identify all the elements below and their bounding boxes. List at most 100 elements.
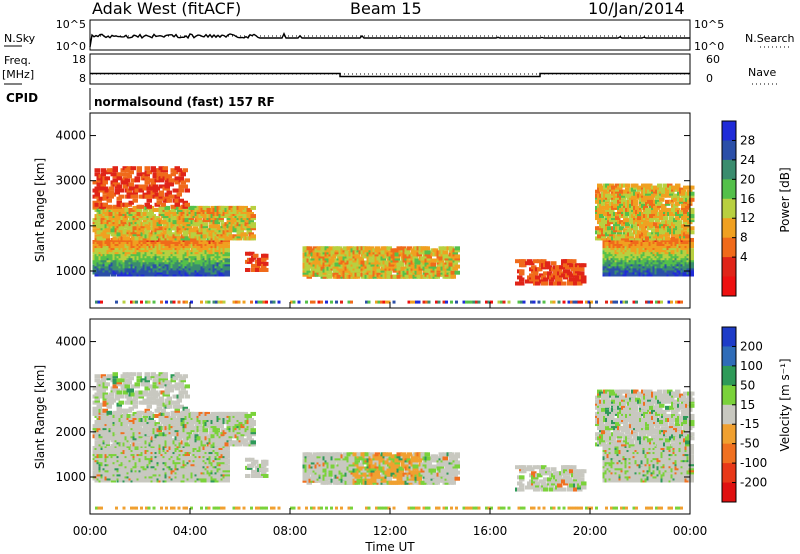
power-cell	[655, 214, 661, 219]
power-cell	[218, 272, 224, 277]
power-cell	[615, 187, 621, 192]
power-cell	[102, 246, 108, 251]
power-cell	[224, 264, 230, 269]
velocity-cell	[154, 446, 160, 450]
power-cell	[210, 272, 216, 277]
power-cell	[613, 220, 619, 225]
power-cell	[689, 226, 695, 231]
power-cell	[224, 260, 230, 265]
power-cell	[112, 209, 118, 214]
beam-title: Beam 15	[350, 0, 422, 18]
power-cell	[442, 252, 448, 257]
velocity-cell	[100, 450, 106, 455]
power-cell	[454, 264, 460, 269]
power-cell	[613, 195, 619, 200]
power-colorbar-swatch	[722, 276, 736, 297]
power-cell	[448, 248, 454, 253]
power-cell	[612, 300, 616, 304]
power-cell	[535, 281, 541, 286]
power-cell	[190, 232, 196, 237]
power-cell	[228, 214, 234, 219]
power-cell	[170, 207, 176, 212]
power-cell	[158, 262, 164, 267]
power-cell	[142, 216, 148, 221]
power-cell	[608, 242, 614, 247]
power-cell	[365, 300, 368, 304]
velocity-cell	[98, 460, 104, 465]
power-cell	[170, 172, 176, 177]
power-cell	[611, 216, 617, 221]
power-cell	[426, 258, 432, 263]
velocity-cell	[128, 470, 134, 475]
power-cell	[611, 218, 617, 223]
power-cell	[386, 246, 392, 251]
power-cell	[184, 248, 190, 253]
power-cell	[619, 220, 625, 225]
power-cell	[114, 188, 120, 193]
power-cell	[615, 197, 621, 202]
power-cell	[190, 207, 196, 212]
power-cell	[102, 190, 108, 195]
power-cell	[176, 254, 182, 259]
power-cell	[620, 300, 623, 304]
power-cell	[442, 250, 448, 255]
power-cell	[332, 266, 338, 271]
power-cell	[162, 166, 168, 171]
power-cell	[180, 170, 186, 175]
power-cell	[352, 258, 358, 263]
power-cell	[619, 197, 625, 202]
power-cell	[629, 189, 635, 194]
power-cell	[334, 262, 340, 267]
power-cell	[637, 185, 643, 190]
power-cell	[120, 224, 126, 229]
power-cell	[204, 218, 210, 223]
power-cell	[640, 256, 646, 261]
power-cell	[681, 224, 687, 229]
power-cell	[362, 266, 368, 271]
power-cell	[396, 268, 402, 273]
power-cell	[390, 254, 396, 259]
power-cell	[374, 270, 380, 275]
power-cell	[148, 218, 154, 223]
power-cell	[655, 218, 661, 223]
power-cell	[338, 270, 344, 275]
power-cell	[638, 270, 644, 275]
power-cell	[144, 230, 150, 235]
power-cell	[597, 197, 603, 202]
power-cell	[342, 256, 348, 261]
power-cell	[537, 259, 543, 264]
power-cell	[186, 268, 192, 273]
power-cell	[680, 260, 686, 265]
power-cell	[324, 246, 330, 251]
velocity-cell	[140, 478, 146, 483]
power-cell	[545, 261, 551, 266]
power-cell	[216, 212, 222, 217]
power-cell	[182, 234, 188, 239]
power-cell	[106, 230, 112, 235]
power-cell	[140, 172, 146, 177]
power-cell	[664, 254, 670, 259]
power-cell	[561, 281, 567, 286]
power-cell	[636, 256, 642, 261]
power-cell	[675, 216, 681, 221]
power-cell	[312, 270, 318, 275]
power-cell	[246, 218, 252, 223]
power-cell	[352, 252, 358, 257]
power-cell	[430, 264, 436, 269]
power-cell	[605, 232, 611, 237]
power-cell	[683, 185, 689, 190]
power-cell	[683, 218, 689, 223]
power-cell	[633, 201, 639, 206]
power-cell	[418, 260, 424, 265]
power-cell	[148, 234, 154, 239]
power-cell	[130, 300, 133, 304]
power-cell	[158, 196, 164, 201]
power-cell	[659, 230, 665, 235]
power-cell	[166, 180, 172, 185]
power-cell	[246, 209, 252, 214]
power-cell	[98, 270, 104, 275]
velocity-cell	[132, 472, 138, 477]
power-cell	[174, 200, 180, 205]
power-cell	[106, 170, 112, 175]
